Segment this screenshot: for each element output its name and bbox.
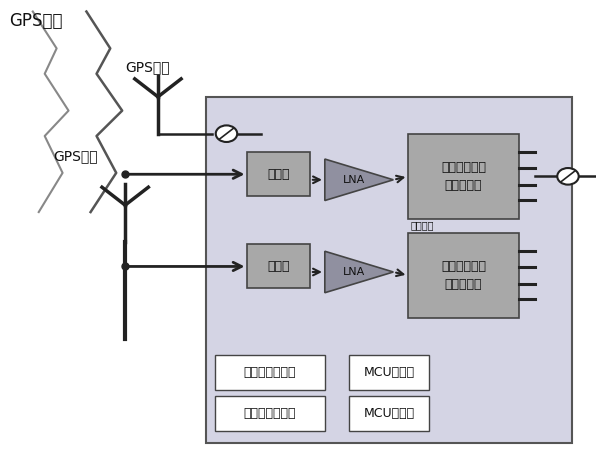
Text: LNA: LNA — [343, 267, 365, 277]
Bar — [408, 134, 519, 219]
Bar — [215, 396, 325, 431]
Circle shape — [216, 125, 237, 142]
Bar — [206, 97, 572, 443]
Text: MCU（主）: MCU（主） — [364, 366, 414, 379]
Bar — [349, 355, 429, 390]
Text: 数字中频模块
（含变频）: 数字中频模块 （含变频） — [441, 161, 486, 192]
Text: 通信数据: 通信数据 — [410, 220, 433, 230]
Bar — [408, 233, 519, 318]
Bar — [247, 244, 310, 288]
Bar — [215, 355, 325, 390]
Text: MCU（备）: MCU（备） — [364, 407, 414, 420]
Text: 数字中频模块
（含变频）: 数字中频模块 （含变频） — [441, 260, 486, 291]
Text: 电源模块（备）: 电源模块（备） — [243, 407, 296, 420]
Circle shape — [557, 168, 579, 185]
Bar — [349, 396, 429, 431]
Text: GPS卫星: GPS卫星 — [9, 12, 63, 30]
Text: 滤波器: 滤波器 — [268, 260, 290, 273]
Polygon shape — [325, 251, 393, 293]
Text: 电源模块（主）: 电源模块（主） — [243, 366, 296, 379]
Text: LNA: LNA — [343, 175, 365, 185]
Text: GPS天线: GPS天线 — [54, 150, 98, 164]
Bar — [247, 152, 310, 196]
Text: GPS天线: GPS天线 — [125, 60, 170, 74]
Text: 滤波器: 滤波器 — [268, 167, 290, 181]
Polygon shape — [325, 159, 393, 201]
